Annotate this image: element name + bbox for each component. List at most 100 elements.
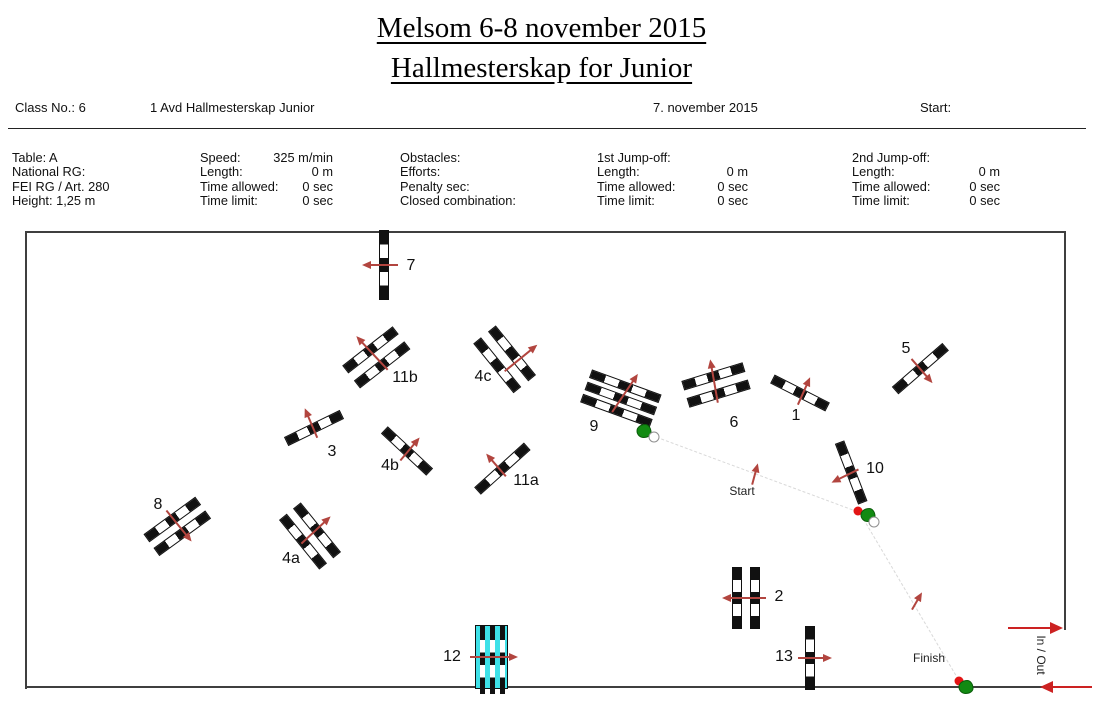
jo1-time-allowed-value: 0 sec (717, 178, 748, 194)
arrow-shaft (306, 414, 318, 439)
obstacle-number: 4b (381, 457, 399, 474)
obstacle-number: 13 (775, 648, 793, 665)
direction-arrow (1040, 679, 1092, 695)
arrow-head-icon (705, 358, 716, 369)
first-jumpoff-label: 1st Jump-off: (597, 150, 671, 165)
jo2-time-allowed-value: 0 sec (969, 178, 1000, 194)
event-subtitle: Hallmesterskap for Junior (390, 52, 693, 84)
arrow-shaft (729, 597, 766, 599)
obstacles-label: Obstacles: (400, 150, 461, 165)
obstacle-number: 2 (774, 588, 784, 605)
jo2-length-value: 0 m (978, 164, 1000, 180)
arrow-head-icon (300, 406, 312, 419)
class-number: Class No.: 6 (15, 100, 86, 115)
obstacle-number: 11a (513, 472, 539, 489)
params-obstacles: Obstacles: Efforts: Penalty sec: Closed … (400, 150, 516, 209)
arrow-head-icon (509, 652, 518, 661)
obstacle-number: 12 (443, 648, 461, 665)
direction-arrow (722, 592, 766, 604)
flag-bush-marker (636, 424, 652, 438)
jo1-length-value: 0 m (726, 164, 748, 180)
jo1-length-label: Length: (597, 164, 640, 180)
arrow-shaft (798, 657, 825, 659)
arrow-head-icon (1049, 622, 1063, 634)
params-first-jumpoff: 1st Jump-off: Length: 0 m Time allowed: 0 … (597, 150, 748, 209)
flag-red-marker (954, 676, 964, 686)
arena-border (25, 686, 1066, 688)
arena-border (25, 231, 27, 689)
arrow-shaft (1051, 685, 1092, 689)
header-divider (8, 128, 1086, 129)
time-allowed-label: Time allowed: (200, 178, 279, 194)
obstacle-number: 11b (392, 369, 418, 386)
start-line-label: Start (729, 484, 755, 498)
arrow-head-icon (362, 261, 371, 270)
jo2-time-limit-label: Time limit: (852, 193, 910, 209)
obstacle-number: 9 (589, 418, 599, 435)
jo1-time-allowed-label: Time allowed: (597, 178, 676, 194)
finish-line-label: Finish (912, 651, 946, 665)
water-jump-bar (500, 625, 505, 694)
arena-border (1064, 231, 1066, 630)
national-rg-label: National RG: (12, 164, 86, 180)
params-general: Table: A National RG: FEI RG / Art. 280 … (12, 150, 110, 209)
obstacle-number: 7 (406, 257, 416, 274)
fei-rg-label: FEI RG / Art. 280 (12, 178, 110, 194)
length-label: Length: (200, 164, 243, 180)
params-speed: Speed: 325 m/min Length: 0 m Time allowed:… (200, 150, 333, 209)
path-end-marker (868, 516, 880, 528)
direction-arrow (1007, 620, 1063, 636)
arrow-shaft (470, 656, 511, 658)
arrow-head-icon (823, 653, 832, 662)
height-label: Height: 1,25 m (12, 193, 96, 209)
jo1-time-limit-label: Time limit: (597, 193, 655, 209)
arrow-head-icon (722, 594, 731, 603)
jo2-length-label: Length: (852, 164, 895, 180)
arrow-shaft (710, 366, 719, 403)
jo2-time-allowed-label: Time allowed: (852, 178, 931, 194)
speed-value: 325 m/min (273, 150, 333, 165)
table-label: Table: A (12, 150, 58, 165)
obstacle-number: 10 (866, 460, 884, 477)
direction-arrow (470, 651, 518, 663)
jo1-time-limit-value: 0 sec (717, 193, 748, 209)
class-date: 7. november 2015 (653, 100, 758, 115)
arrow-shaft (369, 264, 398, 266)
params-second-jumpoff: 2nd Jump-off: Length: 0 m Time allowed: 0 … (852, 150, 1000, 209)
water-jump-bar (480, 625, 485, 694)
obstacle-number: 8 (153, 496, 163, 513)
penalty-sec-label: Penalty sec: (400, 178, 470, 194)
length-value: 0 m (311, 164, 333, 180)
in-out-gate-label: In / Out (1034, 635, 1048, 675)
time-allowed-value: 0 sec (302, 178, 333, 194)
arrow-head-icon (1040, 681, 1053, 693)
direction-arrow (907, 589, 927, 612)
efforts-label: Efforts: (400, 164, 441, 180)
obstacle-number: 5 (901, 340, 911, 357)
obstacle-number: 1 (791, 407, 801, 424)
obstacle-number: 4a (282, 550, 300, 567)
arrow-shaft (1007, 626, 1052, 630)
speed-label: Speed: (200, 150, 241, 165)
arrow-head-icon (183, 531, 196, 544)
direction-arrow (362, 259, 398, 271)
obstacle-number: 6 (729, 414, 739, 431)
closed-combination-label: Closed combination: (400, 193, 516, 209)
water-jump-bar (490, 625, 495, 694)
direction-arrow (746, 462, 763, 486)
arena-border (25, 231, 1066, 233)
second-jumpoff-label: 2nd Jump-off: (852, 150, 931, 165)
time-limit-label: Time limit: (200, 193, 258, 209)
path-end-marker (648, 431, 660, 443)
direction-arrow (798, 652, 832, 664)
start-time-label: Start: (920, 100, 952, 115)
class-name: 1 Avd Hallmesterskap Junior (150, 100, 315, 115)
obstacle-number: 3 (327, 443, 337, 460)
flag-bush-marker (958, 680, 974, 694)
jo2-time-limit-value: 0 sec (969, 193, 1000, 209)
obstacle-number: 4c (474, 368, 492, 385)
time-limit-value: 0 sec (302, 193, 333, 209)
arrow-head-icon (751, 462, 762, 473)
